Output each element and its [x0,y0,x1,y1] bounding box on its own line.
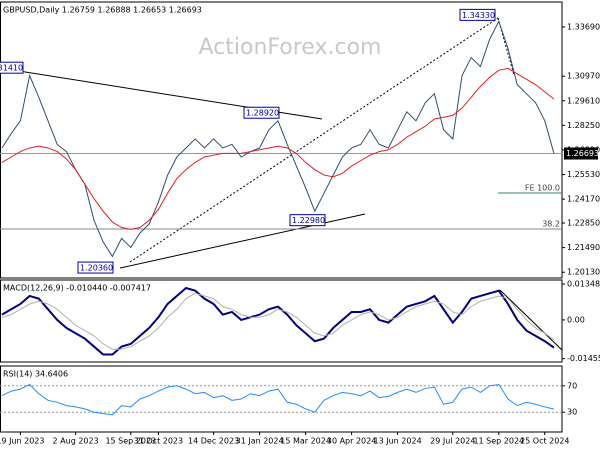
y-tick-label: 0.013489 [567,280,600,289]
y-tick-label: 1.30970 [567,72,600,81]
x-tick-label: 25 Oct 2024 [520,437,569,446]
series-line [1,286,555,356]
y-tick-label: 1.28250 [567,121,600,130]
x-tick-label: 15 Mar 2024 [280,437,331,446]
annotation-box [289,214,326,227]
y-tick-label: 1.33690 [567,22,600,31]
panel-frame [0,365,563,433]
annotation-box [243,106,280,119]
panel-title: RSI(14) 34.6406 [3,370,68,379]
last-price-box [564,147,598,160]
annotation-label: 1.20360 [80,264,113,273]
last-price-label: 1.26693 [566,149,599,158]
series-line [1,292,555,350]
panel-frame [0,279,563,363]
y-tick-label: 0.00 [567,315,585,324]
panel-frame [0,1,563,279]
y-tick-label: 30 [567,408,577,417]
x-tick-label: 2 Aug 2023 [53,437,99,446]
annotation-label: 1.28920 [246,109,279,118]
x-tick-label: 15 Sep 2023 [105,437,156,446]
watermark: ActionForex.com [199,35,382,60]
y-tick-label: 1.20130 [567,268,600,277]
level-label: FE 100.0 [525,183,560,192]
y-tick-label: -0.014554 [567,354,600,363]
annotation-label: 1.31410 [0,64,23,73]
channel-line [129,17,499,263]
x-tick-label: 30 Apr 2024 [327,437,376,446]
annotation-box [77,261,114,274]
panel-title: GBPUSD,Daily 1.26759 1.26888 1.26653 1.2… [3,6,202,15]
series-line [1,383,555,416]
panel-title: MACD(12,26,9) -0.010440 -0.007417 [3,284,151,293]
series-line [1,67,555,230]
annotation-box [459,8,496,21]
y-tick-label: 1.29610 [567,96,600,105]
x-tick-label: 14 Dec 2023 [188,437,239,446]
x-tick-label: 31 Oct 2023 [134,437,183,446]
y-tick-label: 1.24170 [567,195,600,204]
annotation-label: 1.22980 [292,216,325,225]
y-tick-label: 1.25530 [567,170,600,179]
x-tick-label: 29 Jul 2024 [430,437,475,446]
series-line [1,20,555,258]
y-tick-label: 1.22850 [567,219,600,228]
macd-trendline [499,289,563,351]
x-tick-label: 31 Jan 2024 [236,437,284,446]
x-tick-label: 13 Jun 2024 [374,437,422,446]
y-tick-label: 1.21490 [567,243,600,252]
annotation-box [0,61,24,74]
level-label: 38.2 [542,219,560,228]
y-tick-label: 70 [567,381,577,390]
annotation-label: 1.34330 [462,11,495,20]
x-tick-label: 19 Jun 2023 [0,437,44,446]
x-tick-label: 11 Sep 2024 [473,437,524,446]
